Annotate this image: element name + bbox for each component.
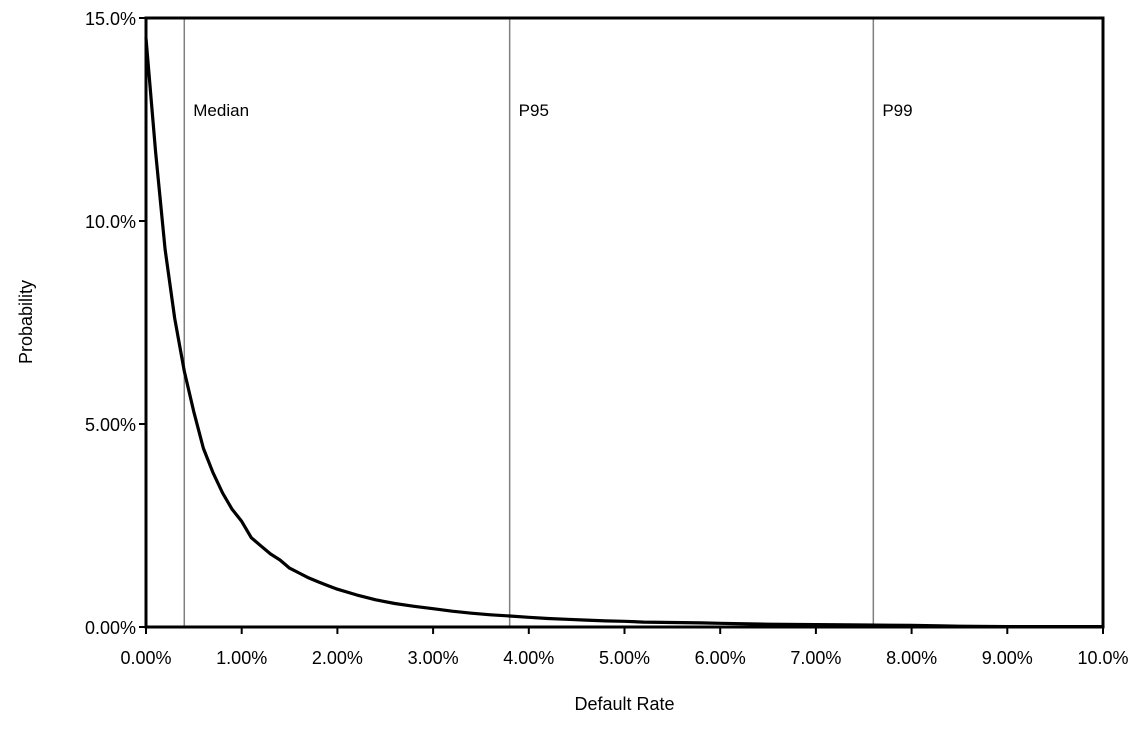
reference-lines: Median P95 P99 <box>183 18 913 627</box>
x-tick-label: 9.00% <box>982 648 1033 668</box>
y-tick-label: 15.0% <box>85 9 136 29</box>
x-tick-label: 2.00% <box>312 648 363 668</box>
x-tick-label: 3.00% <box>408 648 459 668</box>
series-line-0 <box>144 36 1105 629</box>
plot-frame <box>144 16 1105 629</box>
ref-label-median: Median <box>193 101 249 120</box>
x-axis-ticks: 0.00% 1.00% 2.00% 3.00% 4.00% 5.00% 6.00% 7.00%… <box>120 627 1129 668</box>
x-tick-label: 4.00% <box>503 648 554 668</box>
x-tick-label: 6.00% <box>695 648 746 668</box>
ref-label-p95: P95 <box>519 101 549 120</box>
x-tick-label: 5.00% <box>599 648 650 668</box>
y-tick-label: 5.00% <box>85 415 136 435</box>
x-tick-label: 7.00% <box>790 648 841 668</box>
y-axis-title: Probability <box>16 280 36 364</box>
y-tick-label: 10.0% <box>85 212 136 232</box>
y-tick-label: 0.00% <box>85 618 136 638</box>
x-tick-label: 1.00% <box>216 648 267 668</box>
x-tick-label: 8.00% <box>886 648 937 668</box>
x-axis-title: Default Rate <box>574 694 674 714</box>
ref-label-p99: P99 <box>882 101 912 120</box>
x-tick-label: 0.00% <box>120 648 171 668</box>
x-tick-label: 10.0% <box>1077 648 1128 668</box>
y-axis-ticks: 0.00% 5.00% 10.0% 15.0% <box>85 9 146 638</box>
series-layer <box>144 36 1105 629</box>
